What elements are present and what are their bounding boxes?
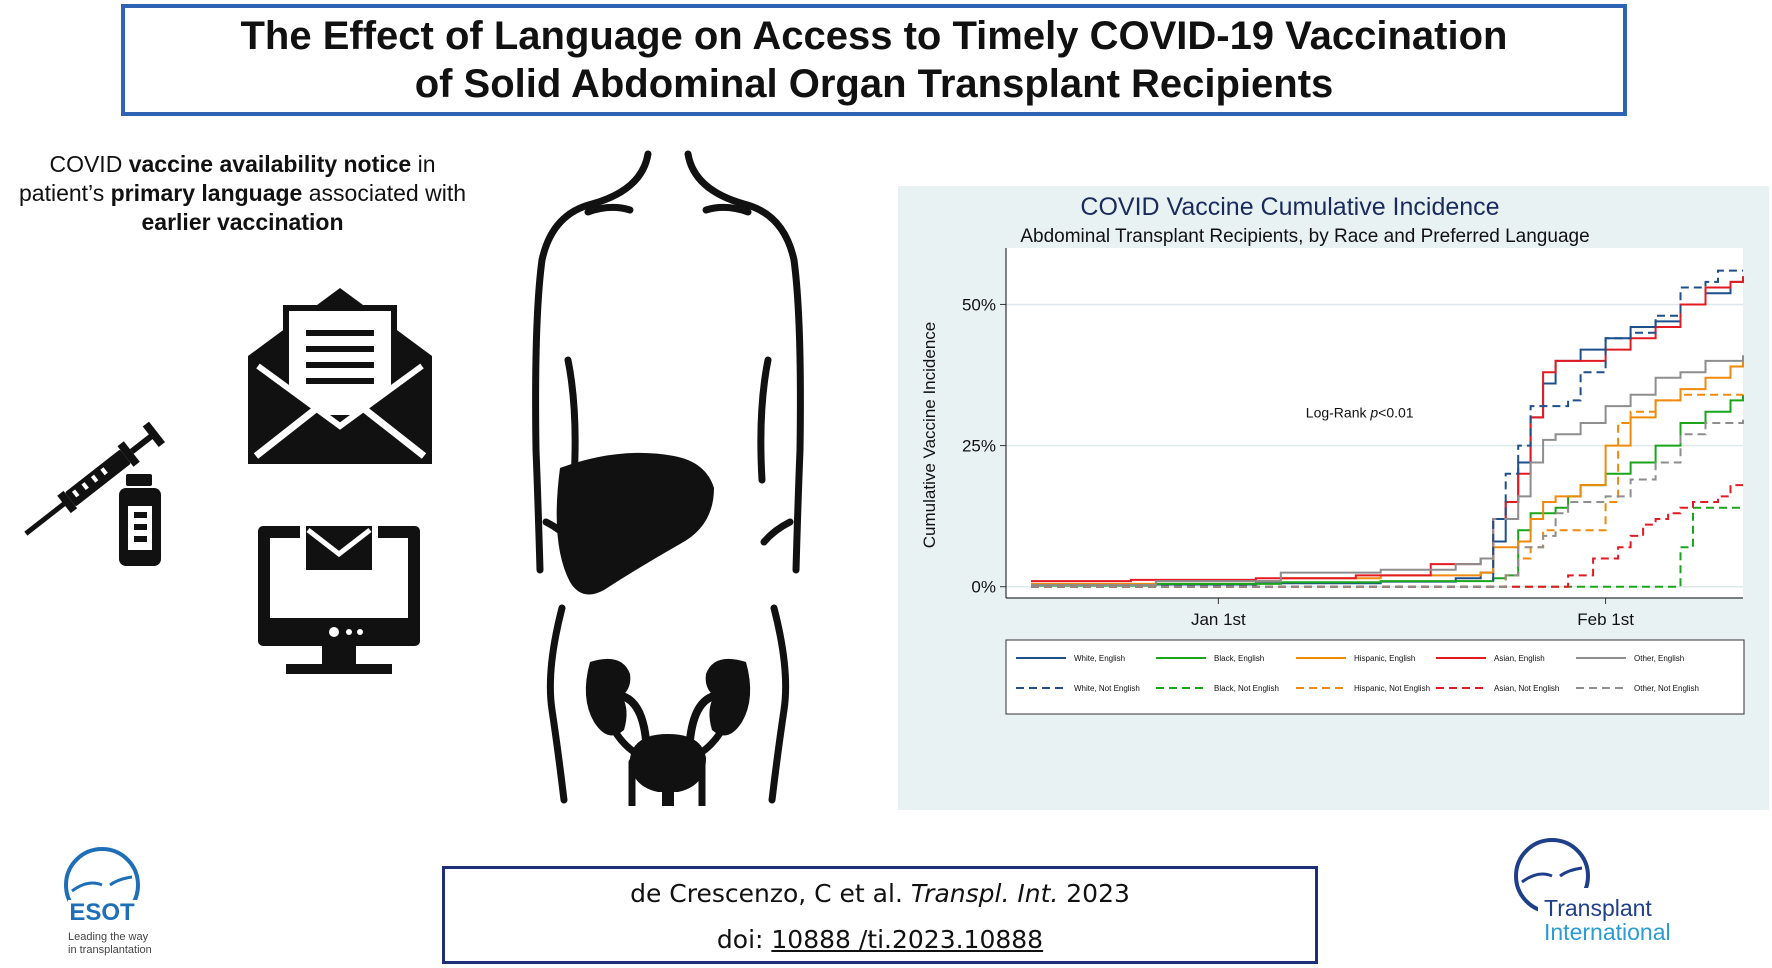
chart-subtitle: Abdominal Transplant Recipients, by Race… xyxy=(1020,226,1589,247)
tagline-text: COVID xyxy=(49,151,129,177)
citation-year: 2023 xyxy=(1058,879,1130,908)
page-title-line-2: of Solid Abdominal Organ Transplant Reci… xyxy=(414,62,1334,106)
cumulative-incidence-chart: COVID Vaccine Cumulative Incidence Abdom… xyxy=(920,193,1745,715)
citation-line-1: de Crescenzo, C et al. Transpl. Int. 202… xyxy=(445,879,1315,908)
tagline-bold: vaccine availability notice xyxy=(128,151,412,177)
esot-logo-name: ESOT xyxy=(69,899,135,926)
page-title-line-1: The Effect of Language on Access to Time… xyxy=(240,14,1508,58)
x-tick-label: Jan 1st xyxy=(1191,610,1246,629)
doi-prefix: doi: xyxy=(716,925,772,954)
tagline-text: in xyxy=(411,151,436,177)
citation-box: de Crescenzo, C et al. Transpl. Int. 202… xyxy=(442,866,1318,964)
y-axis-label: Cumulative Vaccine Incidence xyxy=(920,322,939,548)
chart-title: COVID Vaccine Cumulative Incidence xyxy=(1080,193,1499,221)
annotation-p: p xyxy=(1369,404,1378,420)
annotation-prefix: Log-Rank xyxy=(1306,404,1371,420)
ti-logo-line-2: International xyxy=(1544,919,1671,945)
citation-line-2: doi: 10888 /ti.2023.10888 xyxy=(445,925,1315,954)
log-rank-annotation: Log-Rank p<0.01 xyxy=(1306,404,1414,420)
legend-label: Other, English xyxy=(1634,654,1684,663)
esot-tagline-line-1: Leading the way xyxy=(68,931,149,943)
transplant-international-logo: Transplant International xyxy=(1514,838,1708,950)
tagline-text: patient’s xyxy=(18,180,111,206)
tagline-bold: earlier vaccination xyxy=(141,209,344,235)
legend-label: Other, Not English xyxy=(1634,684,1699,693)
ti-logo-line-1: Transplant xyxy=(1544,895,1652,921)
citation-journal: Transpl. Int. xyxy=(910,879,1059,908)
annotation-suffix: <0.01 xyxy=(1378,404,1414,420)
tagline-bold: primary language xyxy=(110,180,303,206)
title-box: The Effect of Language on Access to Time… xyxy=(121,4,1627,116)
legend-label: Hispanic, English xyxy=(1354,654,1415,663)
esot-logo: ESOT Leading the way in transplantation xyxy=(64,847,152,956)
human-torso-liver-kidney-bladder-icon xyxy=(532,150,804,806)
series-line-other-not-english xyxy=(1031,417,1744,588)
legend-label: Black, English xyxy=(1214,654,1264,663)
legend-label: White, English xyxy=(1074,654,1125,663)
tagline-text: associated with xyxy=(302,180,466,206)
y-tick-label: 0% xyxy=(971,578,996,597)
plot-area xyxy=(1006,248,1743,598)
syringe-vial-icon xyxy=(24,421,166,566)
computer-monitor-email-icon xyxy=(258,520,420,674)
chart-panel: COVID Vaccine Cumulative Incidence Abdom… xyxy=(898,186,1769,810)
legend-label: Hispanic, Not English xyxy=(1354,684,1430,693)
legend-box xyxy=(1005,639,1745,715)
key-finding-text: COVID vaccine availability notice in pat… xyxy=(0,150,485,237)
series-line-asian-not-english xyxy=(1031,484,1743,588)
esot-tagline-line-2: in transplantation xyxy=(68,944,152,956)
legend-label: Asian, Not English xyxy=(1494,684,1559,693)
series-line-white-not-english xyxy=(1031,269,1743,588)
legend-label: White, Not English xyxy=(1074,684,1140,693)
citation-authors: de Crescenzo, C et al. xyxy=(630,879,911,908)
legend-label: Black, Not English xyxy=(1214,684,1279,693)
series-line-other-english xyxy=(1031,355,1744,586)
open-envelope-letter-icon xyxy=(248,288,432,464)
legend-label: Asian, English xyxy=(1494,654,1545,663)
doi-link[interactable]: 10888 /ti.2023.10888 xyxy=(771,925,1044,954)
y-tick-label: 25% xyxy=(962,437,996,456)
y-tick-label: 50% xyxy=(962,295,996,314)
x-tick-label: Feb 1st xyxy=(1577,610,1634,629)
